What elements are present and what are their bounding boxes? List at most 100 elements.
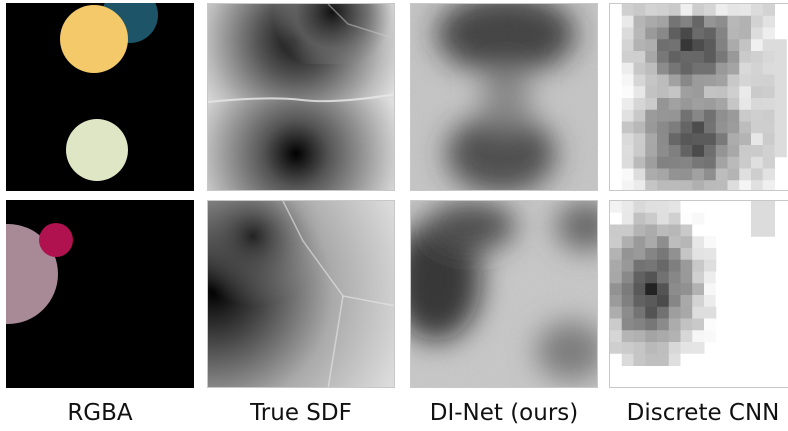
cnn-pixel <box>633 248 646 261</box>
cnn-pixel <box>621 248 634 261</box>
cnn-pixel <box>610 306 623 319</box>
cnn-pixel <box>680 306 693 319</box>
rgba-panel-row1 <box>6 3 194 191</box>
dinet-image-row2 <box>411 201 597 387</box>
cnn-pixel <box>680 353 693 366</box>
cnn-pixel <box>704 180 717 190</box>
cnn-pixel <box>680 156 693 169</box>
cnn-pixel <box>680 39 693 52</box>
cnn-pixel <box>633 224 646 237</box>
cnn-pixel <box>751 212 764 225</box>
cnn-pixel <box>692 15 705 28</box>
cnn-pixel <box>645 156 658 169</box>
cnn-pixel <box>633 74 646 87</box>
cnn-pixel <box>751 133 764 146</box>
cnn-pixel <box>739 4 752 17</box>
cnn-pixel <box>692 168 705 181</box>
cnn-pixel <box>633 342 646 355</box>
cnn-pixel <box>727 74 740 87</box>
cnn-pixel <box>668 27 681 40</box>
cnn-pixel <box>715 145 728 158</box>
cnn-pixel <box>610 201 623 214</box>
cnn-pixel <box>680 133 693 146</box>
cnn-pixel <box>715 133 728 146</box>
cnn-pixel <box>633 121 646 134</box>
cnn-pixel <box>610 330 623 343</box>
cnn-pixel <box>621 86 634 99</box>
cnn-pixel <box>692 86 705 99</box>
cnn-pixel <box>739 86 752 99</box>
cnn-pixel <box>633 318 646 331</box>
cnn-pixel <box>680 74 693 87</box>
cnn-pixel <box>704 4 717 17</box>
cnn-pixel <box>621 236 634 249</box>
cnn-pixel <box>751 109 764 122</box>
cnn-pixel <box>621 51 634 64</box>
cnn-pixel <box>762 168 775 181</box>
cnn-pixel <box>680 62 693 75</box>
cnn-pixel <box>692 259 705 272</box>
cnn-pixel <box>774 109 787 122</box>
cnn-pixel <box>668 295 681 308</box>
cnn-pixel <box>715 156 728 169</box>
cnn-pixel <box>715 74 728 87</box>
cnn-pixel <box>715 4 728 17</box>
cnn-pixel <box>739 51 752 64</box>
cnn-pixel <box>645 39 658 52</box>
cnn-pixel <box>692 62 705 75</box>
cnn-pixel <box>762 51 775 64</box>
cnn-pixel <box>692 156 705 169</box>
cnn-pixel <box>692 271 705 284</box>
rgba-panel-row2 <box>6 200 194 388</box>
cnn-pixel <box>621 121 634 134</box>
cnn-pixel <box>621 353 634 366</box>
cnn-pixel <box>751 156 764 169</box>
cnn-pixel <box>657 248 670 261</box>
cnn-pixel <box>621 4 634 17</box>
cnn-pixel <box>621 109 634 122</box>
cnn-pixel <box>751 224 764 237</box>
cnn-pixel <box>727 51 740 64</box>
cnn-pixel <box>704 74 717 87</box>
cnn-pixel <box>668 109 681 122</box>
cnn-pixel <box>704 15 717 28</box>
cnn-pixel <box>704 271 717 284</box>
cnn-pixel <box>657 15 670 28</box>
cnn-pixel <box>692 318 705 331</box>
cnn-pixel <box>751 145 764 158</box>
cnn-pixel <box>680 212 693 225</box>
cnn-pixel <box>680 27 693 40</box>
cnn-pixel <box>668 39 681 52</box>
cnn-pixel <box>692 74 705 87</box>
cnn-pixel <box>727 86 740 99</box>
cnn-image-row2 <box>610 201 788 387</box>
cnn-pixel <box>727 62 740 75</box>
cnn-pixel <box>680 248 693 261</box>
cnn-pixel <box>657 133 670 146</box>
cnn-pixel <box>680 330 693 343</box>
cnn-pixel <box>715 39 728 52</box>
cnn-pixel <box>610 212 623 225</box>
cnn-pixel <box>751 86 764 99</box>
cnn-pixel <box>657 295 670 308</box>
cnn-pixel <box>727 133 740 146</box>
caption-rgba: RGBA <box>67 400 133 426</box>
cnn-pixel <box>645 353 658 366</box>
cnn-pixel <box>645 15 658 28</box>
cnn-pixel <box>633 180 646 190</box>
true-sdf-panel-row1 <box>207 3 395 191</box>
cnn-pixel <box>715 295 728 308</box>
cnn-pixel <box>715 15 728 28</box>
cnn-pixel <box>668 15 681 28</box>
cnn-pixel <box>668 4 681 17</box>
cnn-pixel <box>645 271 658 284</box>
cnn-pixel <box>727 145 740 158</box>
cnn-pixel <box>751 74 764 87</box>
cnn-pixel <box>739 27 752 40</box>
cnn-pixel <box>739 74 752 87</box>
cnn-pixel <box>621 62 634 75</box>
cnn-pixel <box>680 145 693 158</box>
cnn-pixel <box>621 74 634 87</box>
cnn-pixel <box>715 98 728 111</box>
cnn-pixel <box>692 236 705 249</box>
